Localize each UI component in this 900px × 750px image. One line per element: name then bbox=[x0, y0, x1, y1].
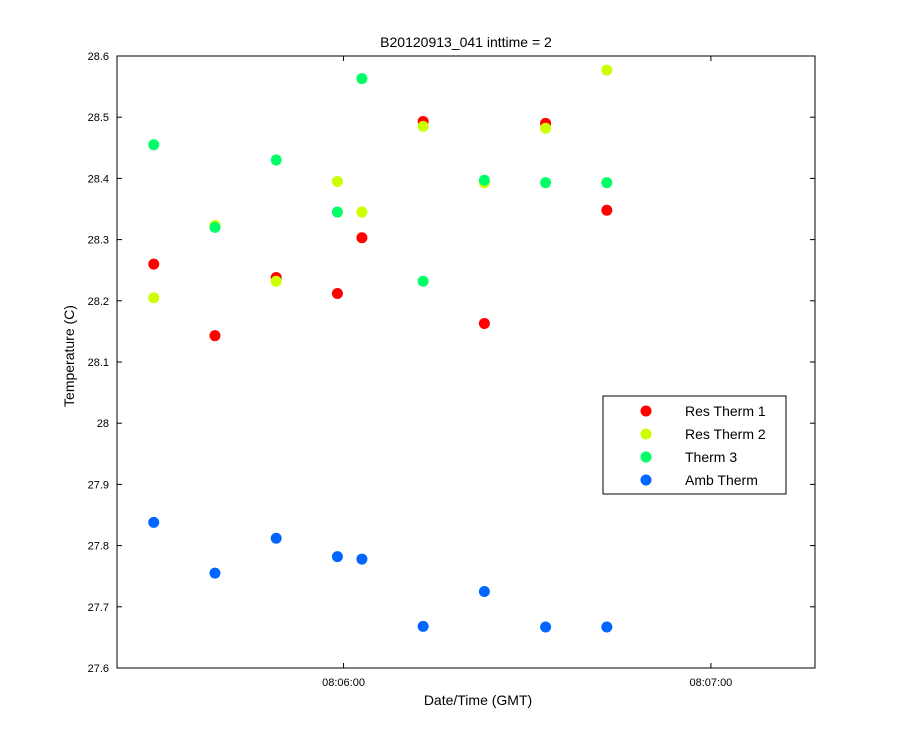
legend-marker bbox=[640, 451, 652, 463]
data-point bbox=[540, 177, 552, 189]
y-tick-label: 28.1 bbox=[88, 357, 109, 369]
data-point bbox=[417, 620, 429, 632]
data-point bbox=[417, 120, 429, 132]
plot-area bbox=[116, 55, 816, 669]
y-tick-label: 28.5 bbox=[88, 112, 109, 124]
legend-marker bbox=[640, 474, 652, 486]
y-tick-label: 27.7 bbox=[88, 602, 109, 614]
data-point bbox=[417, 275, 429, 287]
legend-box bbox=[602, 395, 787, 495]
series-therm-3 bbox=[148, 73, 613, 287]
legend-marker bbox=[640, 405, 652, 417]
data-point bbox=[148, 292, 160, 304]
data-point bbox=[331, 287, 343, 299]
data-point bbox=[270, 532, 282, 544]
legend-label: Res Therm 1 bbox=[685, 403, 766, 419]
legend-label: Amb Therm bbox=[685, 472, 758, 488]
data-point bbox=[356, 232, 368, 244]
data-point bbox=[209, 330, 221, 342]
x-tick-label: 08:07:00 bbox=[689, 677, 732, 689]
y-tick-label: 27.6 bbox=[88, 663, 109, 675]
y-tick-label: 27.8 bbox=[88, 541, 109, 553]
data-point bbox=[356, 206, 368, 218]
data-point bbox=[601, 204, 613, 216]
chart-title: B20120913_041 inttime = 2 bbox=[380, 34, 552, 50]
data-point bbox=[270, 275, 282, 287]
legend-marker bbox=[640, 428, 652, 440]
legend-label: Therm 3 bbox=[685, 449, 737, 465]
data-point bbox=[478, 586, 490, 597]
y-axis: 27.6 27.7 27.8 27.9 28 28.1 28.2 28.3 28.4 28.5 28… bbox=[88, 51, 815, 675]
y-tick-label: 28.3 bbox=[88, 235, 109, 247]
x-tick-label: 08:06:00 bbox=[322, 677, 365, 689]
data-point bbox=[331, 206, 343, 218]
data-point bbox=[478, 174, 490, 186]
data-point bbox=[209, 221, 221, 233]
y-tick-label: 27.9 bbox=[88, 479, 109, 491]
legend: Res Therm 1 Res Therm 2 Therm 3 Amb Therm bbox=[602, 395, 787, 495]
x-axis-title: Date/Time (GMT) bbox=[424, 692, 532, 708]
data-point bbox=[601, 64, 613, 76]
y-tick-label: 28.6 bbox=[88, 51, 109, 63]
legend-label: Res Therm 2 bbox=[685, 426, 766, 442]
data-point bbox=[270, 154, 282, 166]
data-point bbox=[601, 621, 613, 633]
data-point bbox=[478, 317, 490, 329]
data-point bbox=[331, 175, 343, 187]
data-points bbox=[148, 64, 613, 633]
data-point bbox=[148, 139, 160, 151]
y-tick-label: 28 bbox=[97, 418, 109, 430]
x-axis: 08:06:00 08:07:00 bbox=[322, 56, 732, 689]
series-amb-therm bbox=[148, 516, 613, 633]
data-point bbox=[601, 177, 613, 189]
data-point bbox=[331, 551, 343, 563]
data-point bbox=[356, 553, 368, 565]
y-axis-title: Temperature (C) bbox=[61, 305, 77, 407]
data-point bbox=[540, 621, 552, 633]
data-point bbox=[540, 122, 552, 134]
data-point bbox=[356, 73, 368, 85]
y-tick-label: 28.2 bbox=[88, 296, 109, 308]
y-tick-label: 28.4 bbox=[88, 173, 109, 185]
data-point bbox=[209, 567, 221, 579]
data-point bbox=[148, 258, 160, 270]
data-point bbox=[148, 516, 160, 528]
